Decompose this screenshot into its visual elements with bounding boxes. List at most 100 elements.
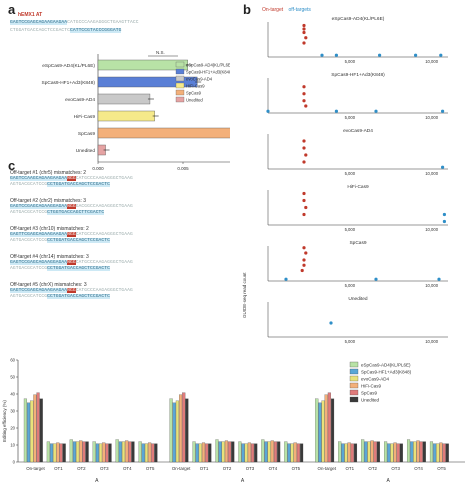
bar-d-group-tag: A: [386, 478, 390, 484]
bar-d-category-label: OT4: [123, 466, 132, 471]
bar-d-bar: [138, 441, 142, 463]
offtarget-point: [334, 53, 338, 57]
bar-d-bar: [247, 442, 251, 463]
scatter-plot-title: HiFi-Cas9: [347, 184, 369, 190]
bar-d-bar: [419, 441, 423, 463]
bar-d-legend-label: evoCas9-AD4: [361, 377, 390, 382]
bar-a-legend-label: eSpCas9-AD4(KL/PL6E): [186, 63, 230, 68]
bar-d-category-label: OT2: [223, 466, 232, 471]
bar-d-bar: [396, 443, 400, 463]
bar-a-xtick: 0.000: [92, 166, 104, 170]
bar-d-bar: [376, 441, 380, 463]
scatter-xtick: 10,000: [425, 59, 438, 64]
bar-d-bar: [56, 442, 60, 463]
bar-d-category-label: OT3: [391, 466, 400, 471]
bar-d-bar: [290, 443, 294, 463]
bar-d-bar: [182, 392, 186, 463]
bar-d-bar: [108, 443, 112, 463]
legend-offtarget: off-targets: [288, 7, 311, 13]
alignment-line2: AGTGACGCATCCGCCTGGATGACCAGCTCCGACTC: [10, 294, 110, 299]
bar-a-bar: [97, 93, 151, 105]
panel-a-letter: a: [8, 2, 16, 17]
scatter-xtick: 5,000: [345, 339, 356, 344]
bar-d-legend-label: HiFi-Cas9: [361, 384, 381, 389]
alignment-line2: AGTGACGCATCCGCCTGGATGACCAGCTCCGACTC: [10, 238, 110, 243]
bar-d-legend-swatch: [349, 375, 359, 382]
offtarget-point: [442, 212, 446, 217]
bar-d-group-tag: A: [241, 478, 245, 484]
scatter-xtick: 10,000: [425, 171, 438, 176]
offtarget-point: [266, 109, 270, 113]
scatter-xtick: 5,000: [345, 227, 356, 232]
bar-d-category-label: OT5: [146, 466, 155, 471]
ontarget-point: [304, 205, 308, 210]
bar-d-bar: [192, 441, 196, 463]
bar-d-bar: [429, 441, 434, 463]
alignment-line1: GAGTCCGAGCAGAAGGAGAANGGCATGCCCAAGAGGGCTG…: [10, 260, 133, 265]
bar-d-bar: [79, 440, 83, 463]
panel-a-seq-title: hEMX1 AT: [18, 12, 43, 18]
bar-d-bar: [277, 441, 281, 463]
bar-d-category-label: OT2: [77, 466, 86, 471]
bar-d-bar: [27, 402, 31, 463]
alignment-title: Off-target #4 (chr14) mismatches: 3: [10, 254, 89, 260]
bar-d-bar: [324, 394, 328, 463]
panel-c-alignments: Off-target #1 (chr5) mismatches: 2 GAGTCC…: [10, 170, 240, 310]
scatter-xtick: 10,000: [425, 115, 438, 120]
scatter-plot-2: SpCas9-HF1+Ad3(K848) 5,000 10,000: [266, 72, 448, 120]
scatter-plot-title: evoCas9-AD4: [343, 128, 373, 134]
bar-d-ytick: 20: [10, 426, 15, 431]
bar-d-bar: [185, 398, 189, 463]
bar-d-bar: [102, 442, 106, 463]
bar-d-category-label: OT3: [246, 466, 255, 471]
bar-d-bar: [267, 441, 271, 463]
bar-d-bar: [244, 443, 248, 463]
bar-d-category-label: OT1: [345, 466, 354, 471]
bar-a-annotation: N.S.: [156, 50, 165, 55]
panel-a-bar-chart: eSpCas9-AD4(KL/PL6E) SpCas9-HF1+Ad3(K848)…: [42, 50, 230, 170]
bar-d-bar: [59, 443, 63, 463]
bar-d-bar: [201, 442, 206, 463]
alignment-title: Off-target #3 (chr10) mismatches: 2: [10, 226, 89, 232]
bar-d-bar: [327, 392, 331, 463]
offtarget-point: [374, 277, 378, 281]
panel-a-seq-line1-tail: CATGCCCAAGAGGGCTGAAGTTACC: [67, 20, 139, 25]
bar-d-ytick: 30: [10, 409, 15, 414]
ontarget-point: [304, 153, 308, 157]
bar-d-bar: [49, 443, 54, 463]
alignment-line2: AGTGACGCATCCGCCTGGATGACCAGCTCCGACTC: [10, 266, 110, 271]
offtarget-point: [437, 277, 441, 281]
bar-d-bar: [341, 443, 345, 463]
ontarget-point: [302, 198, 306, 203]
ontarget-point: [302, 30, 306, 35]
bar-d-bar: [364, 441, 368, 463]
bar-a-legend-swatch: [175, 89, 185, 96]
alignment-line1: GAGTTCGAGCAGAAGAAGAANGGCATGCCCAAGAGGGCTG…: [10, 232, 133, 237]
ontarget-point: [302, 92, 306, 96]
bar-d-bar: [251, 443, 255, 463]
scatter-xtick: 5,000: [345, 283, 356, 288]
alignment-block: Off-target #1 (chr5) mismatches: 2 GAGTCC…: [10, 170, 240, 188]
ontarget-point: [302, 23, 306, 28]
bar-d-bar: [221, 441, 225, 463]
bar-d-bar: [228, 441, 232, 463]
bar-d-bar: [195, 443, 199, 463]
bar-d-bar: [208, 443, 212, 463]
bar-d-bar: [99, 443, 103, 463]
alignment-line2: AGTGACGCATCCGCTGGTGACCAGCTTCGACTC: [10, 210, 105, 215]
bar-d-bar: [254, 443, 258, 463]
ontarget-point: [304, 104, 308, 108]
ontarget-point: [302, 212, 306, 217]
bar-d-group-tag: A: [95, 478, 99, 484]
bar-a-category-label: evoCas9-AD4: [65, 97, 95, 103]
offtarget-point: [378, 53, 382, 57]
bar-d-bar: [264, 441, 268, 463]
bar-d-bar: [373, 441, 377, 463]
bar-d-category-label: OT2: [368, 466, 377, 471]
offtarget-point: [374, 109, 378, 113]
offtarget-point: [320, 53, 324, 57]
ontarget-point: [304, 36, 308, 40]
bar-d-category-label: On-target: [26, 466, 45, 471]
ontarget-point: [302, 139, 306, 143]
bar-d-bar: [406, 439, 411, 463]
